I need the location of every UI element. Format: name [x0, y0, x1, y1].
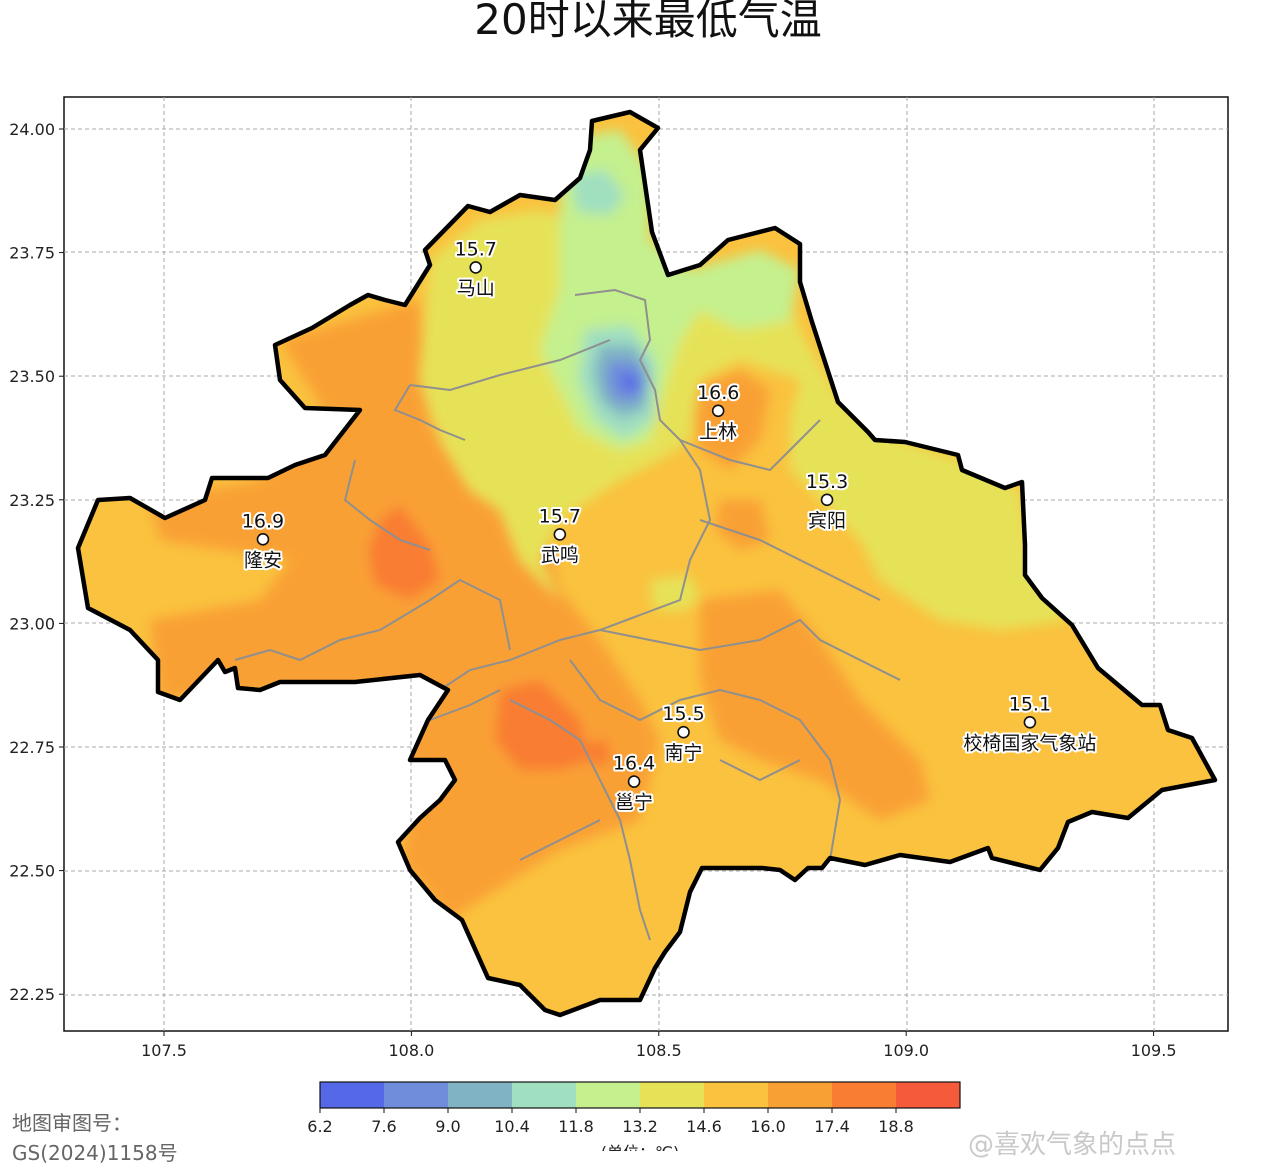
x-tick-label: 109.5 [1131, 1041, 1177, 1060]
map-approval-number: 地图审图号： GS(2024)1158号 [12, 1108, 178, 1168]
station-marker[interactable]: 15.7 马山 [453, 236, 499, 301]
y-tick-label: 23.50 [9, 367, 55, 386]
station-value: 16.9 [242, 510, 284, 532]
station-dot [711, 404, 725, 418]
colorbar-segment [320, 1082, 384, 1108]
approval-line-1: 地图审图号： [12, 1111, 132, 1135]
colorbar-unit-label: (单位：℃) [601, 1143, 679, 1151]
station-dot [553, 528, 567, 541]
station-value: 16.6 [697, 382, 739, 404]
colorbar-tick-label: 17.4 [814, 1117, 850, 1136]
county-boundaries [234, 288, 901, 941]
station-dot [1023, 715, 1037, 729]
x-axis-ticks: 107.5 108.0 108.5 109.0 109.5 [141, 1031, 1177, 1060]
station-layer: 15.7 马山 16.6 上林 15.3 宾阳 16.9 隆安 15.7 武鸣 15.5 南宁 16.4… [240, 236, 1099, 816]
station-dot [256, 533, 270, 546]
station-dot [469, 261, 483, 274]
colorbar-tick-label: 11.8 [558, 1117, 594, 1136]
station-name: 校椅国家气象站 [963, 732, 1096, 754]
station-name: 南宁 [665, 742, 703, 764]
station-value: 15.7 [539, 505, 581, 527]
station-marker[interactable]: 16.9 隆安 [240, 508, 286, 573]
colorbar-segment [448, 1082, 512, 1108]
station-value: 15.1 [1009, 693, 1051, 715]
y-axis-ticks: 24.00 23.75 23.50 23.25 23.00 22.75 22.50 22.25 [9, 120, 64, 1004]
colorbar-segment [512, 1082, 576, 1108]
station-name: 隆安 [244, 549, 282, 571]
colorbar-segment [576, 1082, 640, 1108]
station-dot [677, 725, 690, 739]
y-tick-label: 24.00 [9, 120, 55, 139]
colorbar-segment [704, 1082, 768, 1108]
y-tick-label: 22.50 [9, 862, 55, 881]
station-name: 上林 [699, 421, 737, 443]
station-marker[interactable]: 15.1 校椅国家气象站 [961, 691, 1098, 756]
colorbar-segment [896, 1082, 960, 1108]
y-tick-label: 23.25 [9, 491, 55, 510]
x-tick-label: 108.5 [636, 1041, 682, 1060]
y-tick-label: 23.75 [9, 244, 55, 263]
station-name: 马山 [457, 277, 495, 299]
colorbar-segment [640, 1082, 704, 1108]
colorbar-tick-label: 6.2 [307, 1117, 332, 1136]
station-value: 15.7 [455, 238, 497, 260]
station-value: 15.3 [806, 471, 848, 493]
colorbar-tick-label: 13.2 [622, 1117, 658, 1136]
station-marker[interactable]: 16.4 邕宁 [611, 751, 657, 816]
watermark: @喜欢气象的点点 [968, 1130, 1177, 1160]
map-title: 20时以来最低气温 [474, 0, 822, 44]
station-dot [627, 775, 641, 788]
colorbar-tick-label: 9.0 [435, 1117, 460, 1136]
y-tick-label: 23.00 [9, 614, 55, 633]
station-dot [820, 493, 834, 507]
colorbar-tick-label: 10.4 [494, 1117, 530, 1136]
station-marker[interactable]: 15.7 武鸣 [537, 503, 583, 568]
colorbar-tick-label: 7.6 [371, 1117, 396, 1136]
colorbar-tick-label: 18.8 [878, 1117, 914, 1136]
x-tick-label: 107.5 [141, 1041, 187, 1060]
region-boundary [75, 109, 1218, 1018]
station-name: 邕宁 [615, 792, 653, 814]
colorbar-segment [384, 1082, 448, 1108]
station-value: 16.4 [613, 753, 655, 775]
colorbar: 6.2 7.6 9.0 10.4 11.8 13.2 14.6 16.0 17.4 18.8 [307, 1081, 961, 1136]
approval-line-2: GS(2024)1158号 [12, 1141, 178, 1165]
station-value: 15.5 [662, 703, 704, 725]
colorbar-segment [832, 1082, 896, 1108]
colorbar-tick-label: 14.6 [686, 1117, 722, 1136]
y-tick-label: 22.25 [9, 985, 55, 1004]
y-tick-label: 22.75 [9, 738, 55, 757]
colorbar-segment [768, 1082, 832, 1108]
station-marker[interactable]: 16.6 上林 [695, 380, 741, 445]
x-tick-label: 108.0 [388, 1041, 434, 1060]
station-name: 武鸣 [541, 544, 579, 566]
station-marker[interactable]: 15.5 南宁 [660, 701, 706, 766]
station-marker[interactable]: 15.3 宾阳 [804, 469, 850, 534]
station-name: 宾阳 [808, 510, 846, 532]
colorbar-tick-label: 16.0 [750, 1117, 786, 1136]
x-tick-label: 109.0 [883, 1041, 929, 1060]
